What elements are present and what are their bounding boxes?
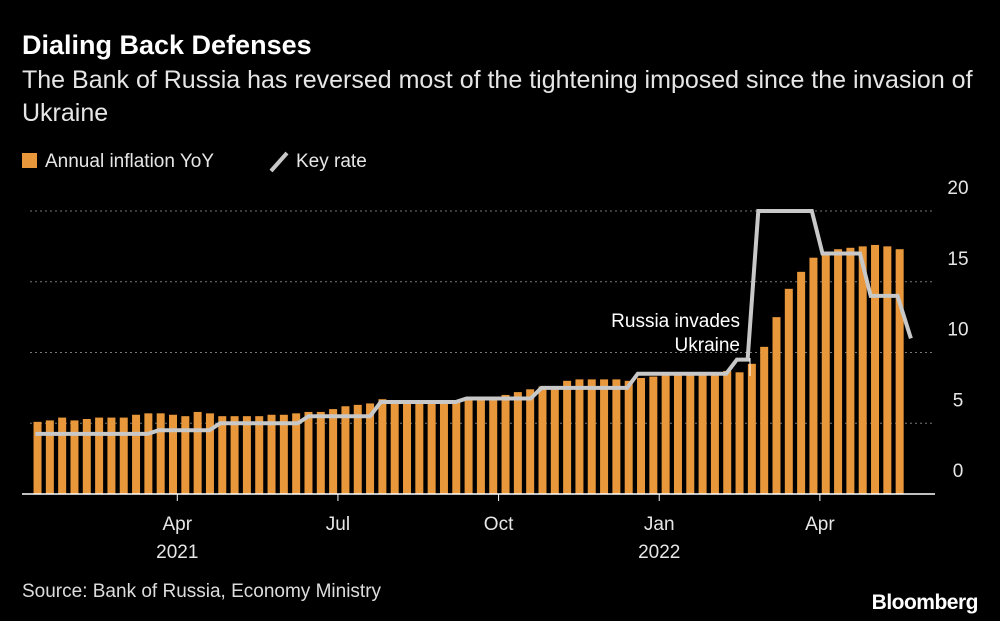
legend-swatch: [22, 153, 37, 168]
x-year-label: 2022: [638, 542, 680, 563]
bar: [144, 413, 153, 494]
bar: [353, 404, 362, 494]
x-tick-label: Apr: [163, 514, 193, 535]
bar: [883, 246, 892, 494]
bar: [550, 386, 559, 494]
y-tick-label: 10: [947, 320, 968, 341]
bar: [600, 379, 609, 494]
bar: [624, 380, 633, 494]
bar: [501, 394, 510, 494]
bar: [587, 379, 596, 494]
bar: [329, 409, 338, 494]
y-tick-label: 20: [947, 178, 968, 199]
bar: [784, 288, 793, 494]
bar: [279, 414, 288, 494]
source: Source: Bank of Russia, Economy Ministry: [22, 581, 382, 602]
annotation: Russia invades Ukraine: [611, 311, 740, 356]
chart-title: Dialing Back Defenses: [22, 30, 312, 60]
bar: [292, 413, 301, 494]
bar: [33, 421, 42, 494]
x-tick-label: Jan: [644, 514, 675, 535]
legend-label: Annual inflation YoY: [45, 151, 214, 172]
bar: [205, 413, 214, 494]
bar: [710, 372, 719, 494]
y-tick-label: 15: [947, 249, 968, 270]
bar: [45, 420, 54, 494]
bar: [723, 370, 732, 494]
bar: [452, 400, 461, 494]
bar: [526, 389, 535, 494]
bar: [181, 416, 190, 494]
bar: [242, 416, 251, 494]
bar: [858, 246, 867, 494]
bar: [797, 271, 806, 494]
bar: [415, 402, 424, 494]
x-year-label: 2021: [156, 542, 198, 563]
bar: [612, 379, 621, 494]
bar: [95, 417, 104, 494]
x-tick-label: Oct: [484, 514, 514, 535]
bar: [378, 399, 387, 494]
bar: [809, 257, 818, 494]
bar: [169, 414, 178, 494]
bar: [637, 377, 646, 494]
legend-label: Key rate: [296, 151, 367, 172]
bar: [871, 244, 880, 494]
bar: [489, 397, 498, 494]
bar: [575, 379, 584, 494]
bar: [747, 363, 756, 494]
x-tick-label: Jul: [326, 514, 350, 535]
bar: [563, 380, 572, 494]
bar: [82, 419, 91, 494]
bar: [230, 416, 239, 494]
bar: [513, 392, 522, 494]
bar: [316, 411, 325, 494]
bar: [661, 375, 670, 494]
bar: [760, 346, 769, 494]
legend-swatch: [269, 151, 289, 173]
bar: [218, 416, 227, 494]
bar: [846, 247, 855, 494]
bar: [772, 317, 781, 494]
y-tick-label: 0: [953, 461, 964, 482]
bar: [255, 416, 264, 494]
bar: [821, 253, 830, 494]
bar: [70, 420, 79, 494]
bar: [735, 372, 744, 494]
bar: [366, 403, 375, 494]
bar: [390, 400, 399, 494]
chart-subtitle: The Bank of Russia has reversed most of …: [22, 66, 973, 127]
y-tick-label: 5: [953, 390, 964, 411]
bar: [132, 414, 141, 494]
bar: [464, 399, 473, 494]
bar: [698, 373, 707, 494]
bar: [193, 411, 202, 494]
bar: [156, 413, 165, 494]
bar: [686, 375, 695, 494]
bar: [834, 249, 843, 494]
bar: [107, 417, 116, 494]
bar: [58, 417, 67, 494]
bar: [304, 411, 313, 494]
brand: Bloomberg: [871, 591, 979, 614]
bar: [267, 414, 276, 494]
bar: [403, 400, 412, 494]
bar: [119, 417, 128, 494]
bar: [476, 399, 485, 494]
bar: [649, 376, 658, 494]
bar: [341, 406, 350, 494]
bar: [673, 375, 682, 494]
key-rate-line: [35, 209, 913, 436]
bar: [895, 249, 904, 494]
x-tick-label: Apr: [805, 514, 835, 535]
bar: [538, 386, 547, 494]
bar: [427, 402, 436, 494]
bar: [439, 402, 448, 494]
